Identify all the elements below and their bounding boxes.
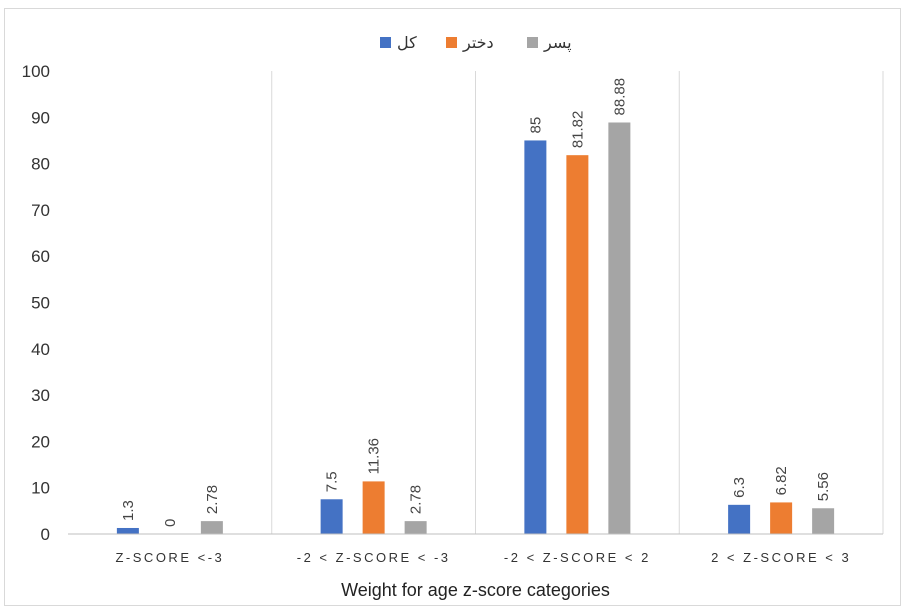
data-label: 0: [162, 519, 179, 527]
y-tick-label: 90: [31, 108, 50, 127]
data-label: 7.5: [324, 471, 341, 492]
data-label: 6.3: [731, 477, 748, 498]
data-label: 6.82: [773, 466, 790, 495]
bars: [116, 122, 835, 535]
bar: [770, 502, 793, 534]
data-label: 5.56: [815, 472, 832, 501]
x-category-label: -2 < Z-SCORE < -3: [297, 550, 451, 565]
y-tick-label: 40: [31, 340, 50, 359]
data-label: 2.78: [408, 485, 425, 514]
bar: [608, 122, 631, 535]
bar: [362, 481, 385, 534]
y-axis-ticks: 0 10 20 30 40 50 60 70 80 90 100: [22, 62, 50, 544]
category-separators: [271, 71, 884, 534]
data-label: 2.78: [204, 485, 221, 514]
y-tick-label: 60: [31, 247, 50, 266]
y-tick-label: 50: [31, 294, 50, 313]
legend-label: دختر: [462, 35, 494, 53]
chart-frame: [4, 8, 901, 606]
legend-swatch: [446, 37, 457, 48]
data-labels: 1.3 0 2.78 7.5 11.36 2.78 85 81.82 88.88 6.3 6.82 5…: [120, 78, 832, 527]
legend-label: پسر: [543, 35, 572, 53]
bar: [404, 521, 427, 534]
y-tick-label: 70: [31, 201, 50, 220]
y-tick-label: 100: [22, 62, 50, 81]
data-label: 85: [527, 117, 544, 134]
legend-swatch: [380, 37, 391, 48]
bar: [320, 499, 343, 534]
data-label: 11.36: [366, 438, 383, 474]
legend: کل دختر پسر: [380, 35, 572, 53]
y-tick-label: 10: [31, 479, 50, 498]
legend-label: کل: [397, 35, 417, 52]
data-label: 88.88: [611, 78, 628, 116]
y-tick-label: 20: [31, 432, 50, 451]
bar: [116, 527, 139, 534]
x-axis-categories: Z-SCORE <-3 -2 < Z-SCORE < -3 -2 < Z-SCORE…: [115, 550, 851, 565]
y-tick-label: 80: [31, 155, 50, 174]
bar: [566, 155, 589, 534]
data-label: 1.3: [120, 500, 137, 521]
x-axis-title: Weight for age z-score categories: [341, 580, 610, 600]
bar: [812, 508, 835, 534]
legend-swatch: [527, 37, 538, 48]
bar: [524, 140, 547, 534]
bar: [728, 504, 751, 534]
y-tick-label: 0: [41, 525, 50, 544]
x-category-label: -2 < Z-SCORE < 2: [504, 550, 651, 565]
bar: [200, 521, 223, 534]
data-label: 81.82: [569, 111, 586, 149]
x-category-label: Z-SCORE <-3: [115, 550, 224, 565]
x-category-label: 2 < Z-SCORE < 3: [711, 550, 851, 565]
y-tick-label: 30: [31, 386, 50, 405]
